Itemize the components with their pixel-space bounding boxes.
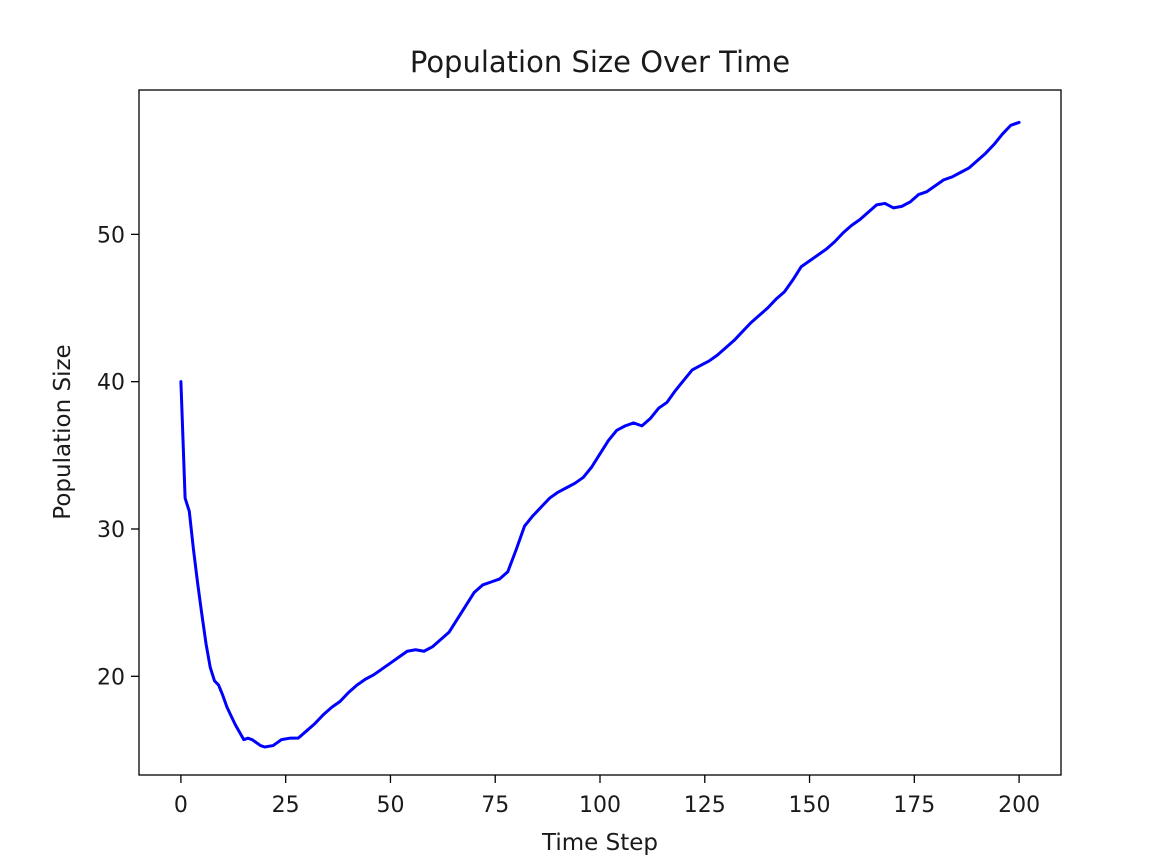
y-tick-label: 40 bbox=[97, 371, 125, 396]
x-tick-label: 50 bbox=[376, 793, 404, 818]
x-tick-label: 100 bbox=[579, 793, 621, 818]
x-tick-label: 175 bbox=[893, 793, 935, 818]
plot-area-frame bbox=[138, 89, 1062, 776]
chart-title: Population Size Over Time bbox=[410, 45, 790, 79]
x-tick-label: 125 bbox=[684, 793, 726, 818]
x-tick-label: 200 bbox=[998, 793, 1040, 818]
x-tick-label: 0 bbox=[174, 793, 188, 818]
series-layer bbox=[179, 120, 1021, 749]
axis-ticks: 0 25 50 75 100 125 150 175 200 20 30 40 50 bbox=[97, 223, 1040, 818]
x-axis-label: Time Step bbox=[541, 830, 658, 856]
x-tick-label: 75 bbox=[481, 793, 509, 818]
x-tick-label: 25 bbox=[272, 793, 300, 818]
population-series-line bbox=[179, 120, 1021, 749]
y-tick-label: 30 bbox=[97, 518, 125, 543]
y-tick-label: 50 bbox=[97, 223, 125, 248]
y-tick-label: 20 bbox=[97, 665, 125, 690]
x-tick-label: 150 bbox=[789, 793, 831, 818]
y-axis-label: Population Size bbox=[50, 344, 76, 519]
